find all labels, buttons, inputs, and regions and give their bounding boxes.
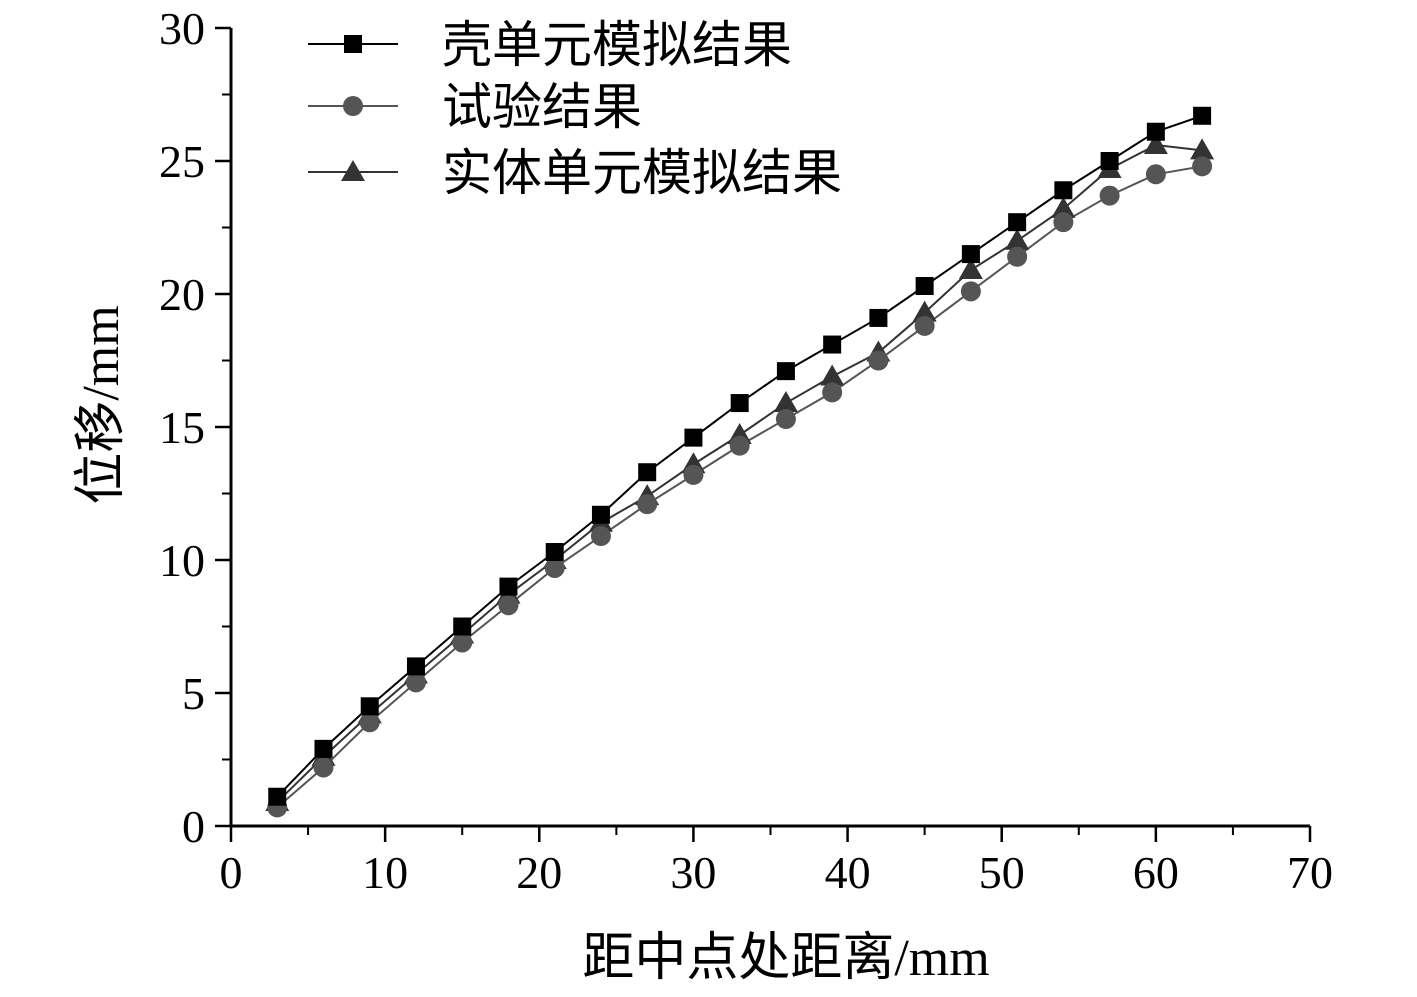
data-point [958, 258, 983, 280]
data-point [1054, 181, 1073, 200]
y-tick-label: 25 [159, 136, 205, 187]
data-point [775, 409, 796, 430]
legend-label: 试验结果 [442, 79, 642, 135]
y-tick-label: 20 [159, 269, 205, 320]
data-point [684, 428, 703, 447]
legend-marker [344, 35, 362, 53]
data-point [268, 787, 287, 806]
data-point [359, 712, 380, 733]
axes: 0 10 20 30 40 50 60 70 0 5 10 15 20 25 30 [159, 3, 1333, 898]
data-point [823, 335, 842, 354]
data-point [1053, 212, 1074, 233]
data-point [912, 300, 937, 322]
data-point [1100, 152, 1119, 170]
data-point [360, 697, 379, 716]
data-point [545, 543, 564, 562]
data-point [1099, 185, 1120, 206]
data-point [314, 739, 333, 758]
data-point [453, 617, 472, 636]
y-tick-label: 30 [159, 3, 205, 54]
data-point [822, 382, 843, 403]
x-tick-label: 0 [220, 847, 243, 898]
data-point [776, 362, 795, 381]
data-point [869, 308, 888, 327]
data-point [452, 632, 473, 653]
data-point [1005, 228, 1030, 250]
data-point [1145, 164, 1166, 185]
data-point [638, 463, 657, 482]
data-point [1192, 156, 1213, 177]
data-point [1051, 196, 1076, 218]
series-line [276, 144, 1203, 803]
data-point [498, 595, 519, 616]
x-tick-label: 60 [1133, 847, 1179, 898]
y-tick-label: 0 [182, 801, 205, 852]
data-point [729, 435, 750, 456]
y-axis-title: 位移/mm [73, 305, 130, 504]
data-point [820, 364, 845, 386]
data-point [637, 494, 658, 515]
y-tick-label: 5 [182, 668, 205, 719]
data-point [1007, 246, 1028, 267]
x-tick-label: 50 [979, 847, 1025, 898]
data-point [960, 281, 981, 302]
x-tick-label: 40 [825, 847, 871, 898]
data-point [868, 350, 889, 371]
series-line [276, 165, 1203, 809]
data-point [405, 672, 426, 693]
data-point [406, 657, 425, 676]
y-tick-label: 15 [159, 402, 205, 453]
data-point [773, 391, 798, 413]
data-point [499, 577, 518, 596]
data-point [1146, 122, 1165, 141]
data-point [1008, 213, 1027, 232]
data-point [590, 526, 611, 547]
data-point [961, 245, 980, 264]
legend-marker [341, 160, 365, 181]
data-point [1143, 133, 1168, 155]
plot-area [265, 106, 1215, 818]
legend-label: 壳单元模拟结果 [442, 17, 792, 73]
legend-label: 实体单元模拟结果 [442, 145, 842, 201]
data-point [544, 557, 565, 578]
x-tick-label: 10 [362, 847, 408, 898]
data-point [313, 757, 334, 778]
x-tick-label: 20 [516, 847, 562, 898]
data-point [1190, 138, 1215, 160]
x-tick-label: 70 [1287, 847, 1333, 898]
x-axis-title: 距中点处距离/mm [582, 930, 989, 987]
data-point [1193, 106, 1212, 125]
x-tick-label: 30 [670, 847, 716, 898]
data-point [915, 277, 934, 296]
data-point [591, 505, 610, 524]
data-point [730, 394, 749, 413]
y-tick-label: 10 [159, 535, 205, 586]
data-point [914, 315, 935, 336]
data-point [683, 464, 704, 485]
legend-marker [343, 96, 363, 116]
